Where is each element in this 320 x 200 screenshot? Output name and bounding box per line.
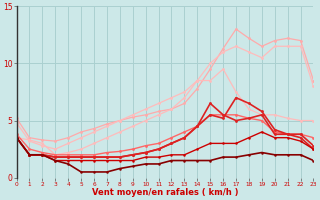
X-axis label: Vent moyen/en rafales ( km/h ): Vent moyen/en rafales ( km/h ): [92, 188, 238, 197]
